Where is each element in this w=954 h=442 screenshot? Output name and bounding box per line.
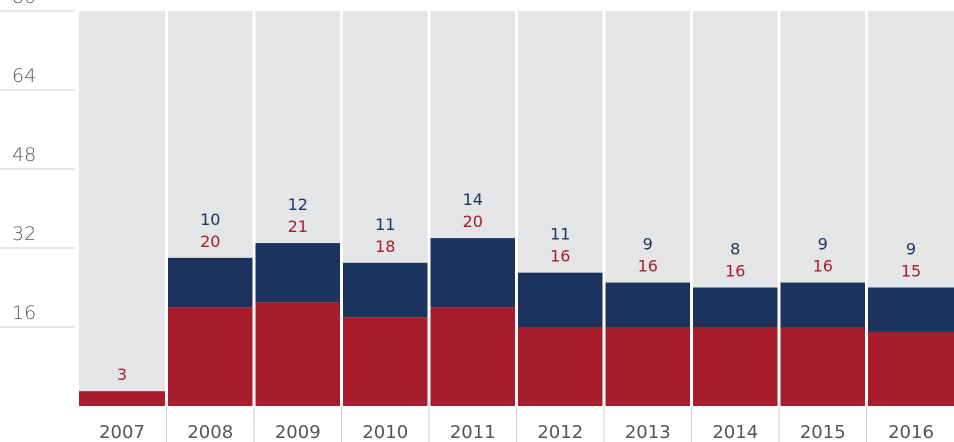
bar-segment	[430, 238, 515, 308]
data-label: 20	[200, 232, 220, 251]
axes: 1632486480200720082009201020112012201320…	[0, 0, 934, 442]
x-tick-label: 2011	[450, 422, 496, 442]
bar-segment	[518, 272, 603, 327]
bars	[79, 238, 954, 406]
bar-segment	[605, 327, 690, 406]
data-label: 21	[288, 217, 308, 236]
data-label: 16	[725, 262, 745, 281]
bar-segment	[168, 257, 253, 308]
bar-segment	[868, 331, 954, 406]
bar-segment	[780, 327, 865, 406]
bar-segment	[343, 262, 428, 318]
data-label: 16	[550, 247, 570, 266]
y-tick-label: 48	[12, 144, 36, 166]
data-label: 15	[901, 262, 921, 281]
bar-segment	[780, 282, 865, 327]
y-tick-label: 80	[12, 0, 36, 8]
data-labels: 3 20 10 21 12 18 11 20 14 16 11 16 9 16 8 16 9 15 9	[117, 190, 921, 384]
bar-segment	[168, 307, 253, 406]
x-tick-label: 2007	[99, 422, 145, 442]
x-tick-label: 2016	[888, 422, 934, 442]
data-label: 10	[200, 210, 220, 229]
x-tick-label: 2014	[712, 422, 758, 442]
column-background	[79, 11, 165, 406]
bar-segment	[605, 282, 690, 327]
y-tick-label: 32	[12, 223, 36, 245]
bar-segment	[518, 327, 603, 406]
bar-segment	[343, 317, 428, 406]
bar-segment	[868, 287, 954, 332]
y-tick-label: 64	[12, 65, 36, 87]
y-tick-label: 16	[12, 302, 36, 324]
bar-segment	[693, 327, 778, 406]
data-label: 3	[117, 365, 127, 384]
data-label: 14	[463, 190, 483, 209]
bar-segment	[430, 307, 515, 406]
x-tick-label: 2008	[187, 422, 233, 442]
x-tick-label: 2012	[537, 422, 583, 442]
data-label: 11	[550, 225, 570, 244]
x-tick-label: 2009	[275, 422, 321, 442]
data-label: 12	[288, 195, 308, 214]
bar-segment	[255, 302, 340, 406]
data-label: 16	[638, 257, 658, 276]
data-label: 9	[643, 235, 653, 254]
x-tick-label: 2015	[800, 422, 846, 442]
data-label: 9	[818, 235, 828, 254]
data-label: 11	[375, 215, 395, 234]
data-label: 9	[906, 240, 916, 259]
bar-segment	[79, 391, 165, 406]
data-label: 20	[463, 212, 483, 231]
data-label: 16	[813, 257, 833, 276]
data-label: 18	[375, 237, 395, 256]
x-tick-label: 2013	[625, 422, 671, 442]
bar-segment	[693, 287, 778, 327]
data-label: 8	[730, 240, 740, 259]
x-tick-label: 2010	[362, 422, 408, 442]
bar-segment	[255, 243, 340, 303]
